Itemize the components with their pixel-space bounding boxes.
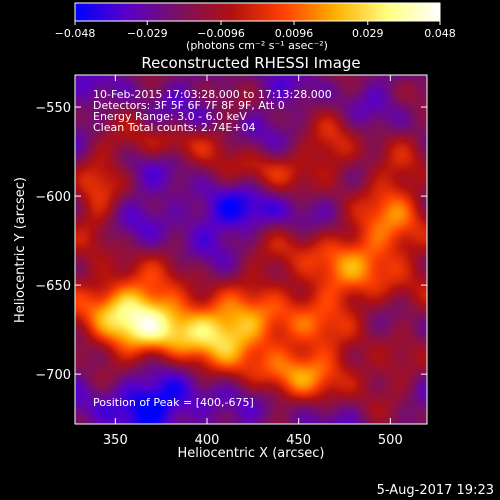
colorbar-tick-label: 0.048 [424,27,456,40]
annotation-time-range: 10-Feb-2015 17:03:28.000 to 17:13:28.000 [93,88,332,101]
x-tick-label: 350 [103,433,128,448]
x-axis: 350 400 450 500 [103,75,403,448]
x-tick-label: 500 [378,433,403,448]
footer-timestamp: 5-Aug-2017 19:23 [376,483,494,498]
x-tick-label: 400 [195,433,220,448]
annotation-energy-range: Energy Range: 3.0 - 6.0 keV [93,110,247,123]
colorbar-tick-label: 0.0096 [275,27,314,40]
x-tick-label: 450 [286,433,311,448]
colorbar-tick-label: −0.0096 [197,27,245,40]
colorbar-rect [74,2,441,22]
annotation-clean-counts: Clean Total counts: 2.74E+04 [93,121,256,134]
y-tick-label: −650 [35,279,71,294]
y-axis-label: Heliocentric Y (arcsec) [13,177,28,323]
colorbar-label: (photons cm⁻² s⁻¹ asec⁻²) [186,39,328,52]
chart-title: Reconstructed RHESSI Image [141,54,360,72]
heatmap-image [75,75,427,424]
annotations: 10-Feb-2015 17:03:28.000 to 17:13:28.000… [93,88,332,409]
annotation-detectors: Detectors: 3F 5F 6F 7F 8F 9F, Att 0 [93,99,285,112]
annotation-peak-position: Position of Peak = [400,-675] [93,396,254,409]
colorbar-ticks: −0.048 −0.029 −0.0096 0.0096 0.029 0.048 [55,21,456,40]
y-tick-label: −550 [35,101,71,116]
y-axis: −550 −600 −650 −700 [35,101,427,383]
plot-area [74,74,428,425]
colorbar-tick-label: 0.029 [352,27,384,40]
y-tick-label: −700 [35,368,71,383]
colorbar-tick-label: −0.029 [127,27,168,40]
x-axis-label: Heliocentric X (arcsec) [178,446,325,461]
colorbar: −0.048 −0.029 −0.0096 0.0096 0.029 0.048 (pho… [55,2,456,52]
y-tick-label: −600 [35,190,71,205]
plot-frame [74,74,428,425]
colorbar-tick-label: −0.048 [55,27,96,40]
